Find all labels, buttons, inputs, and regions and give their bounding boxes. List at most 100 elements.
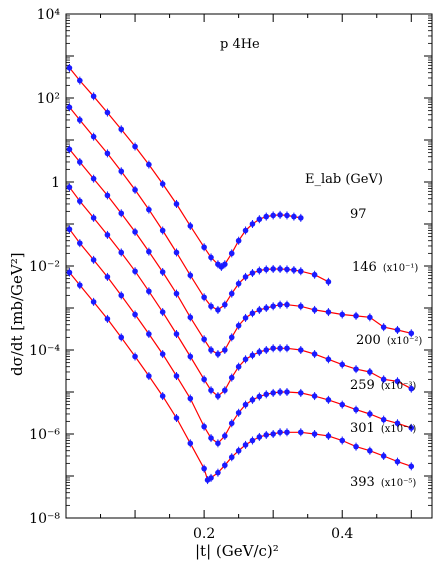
data-point (77, 198, 83, 204)
data-point (270, 431, 276, 437)
data-point (325, 356, 332, 363)
data-point (215, 351, 221, 357)
data-point (339, 437, 346, 444)
series-label-393: 393 (x10⁻⁵) (350, 475, 416, 490)
data-point (173, 373, 180, 379)
x-axis-title: |t| (GeV/c)² (195, 542, 279, 560)
data-point (159, 309, 166, 315)
data-point (325, 397, 332, 403)
data-point (394, 327, 401, 333)
data-point (242, 227, 249, 234)
data-point (159, 351, 166, 357)
data-point (263, 266, 270, 273)
data-point (146, 331, 152, 337)
data-point (284, 212, 290, 219)
data-point (297, 429, 304, 436)
data-point (118, 168, 125, 175)
data-point (77, 159, 83, 165)
data-point (146, 288, 152, 295)
data-point (208, 254, 214, 261)
data-point (277, 389, 283, 395)
data-point (297, 347, 304, 353)
data-point (353, 366, 359, 372)
series-scale: (x10⁻³) (381, 381, 417, 392)
data-point (228, 454, 235, 461)
data-point (249, 221, 256, 227)
data-point (291, 267, 297, 273)
data-point (222, 433, 228, 439)
fit-curve-97 (69, 67, 301, 268)
data-point (339, 401, 346, 408)
data-point (90, 299, 97, 305)
series-labels: 97 146 (x10⁻¹) 200 (x10⁻²) 259 (x10⁻³) 301 (x10⁻… (350, 207, 422, 490)
data-point (187, 440, 194, 447)
data-point (311, 271, 318, 278)
data-point (235, 322, 242, 329)
data-point (256, 393, 263, 400)
data-point (201, 336, 207, 343)
data-point (90, 93, 97, 100)
data-point (394, 378, 401, 385)
data-point (146, 206, 152, 213)
data-point (66, 226, 73, 233)
data-point (284, 389, 290, 395)
data-point (380, 453, 387, 459)
axis-labels: 10⁻⁸ 10⁻⁶ 10⁻⁴ 10⁻² 1 10² 10⁴ 0.2 0.4 (29, 7, 353, 542)
y-tick-label: 10⁻⁶ (29, 427, 60, 443)
data-point (249, 270, 256, 276)
data-point (263, 305, 270, 311)
data-point (77, 117, 83, 123)
data-point (187, 395, 194, 402)
series-scale: (x10⁻¹) (383, 263, 419, 274)
data-point (311, 431, 318, 437)
data-point (201, 465, 207, 472)
data-point (263, 432, 270, 438)
data-point (277, 345, 283, 352)
data-point (235, 237, 242, 244)
data-point (173, 249, 180, 256)
data-point (228, 250, 235, 257)
data-point (339, 361, 346, 368)
data-point (187, 223, 194, 229)
data-point (118, 292, 125, 299)
data-point (159, 393, 166, 399)
data-point (325, 309, 332, 315)
data-point (394, 420, 401, 427)
data-point (270, 345, 276, 352)
data-point (277, 266, 283, 272)
data-point (270, 303, 276, 310)
series-scale: (x10⁻⁵) (381, 478, 417, 489)
data-point (104, 192, 111, 199)
data-point (263, 391, 270, 398)
data-point (228, 290, 235, 297)
y-tick-label: 10² (37, 91, 60, 107)
y-tick-label: 10⁻⁸ (29, 511, 60, 527)
data-point (146, 161, 152, 168)
data-point (242, 315, 249, 321)
data-point (311, 307, 318, 313)
data-point (353, 443, 359, 450)
data-point (408, 385, 415, 392)
data-point (77, 77, 83, 84)
series-scale: (x10⁻⁴) (381, 424, 417, 435)
data-point (228, 374, 235, 381)
data-point (284, 345, 290, 352)
data-point (325, 433, 332, 439)
data-point (215, 440, 221, 447)
series-label-259: 259 (x10⁻³) (350, 378, 416, 393)
data-point (173, 290, 180, 297)
data-point (249, 397, 256, 403)
data-point (201, 376, 207, 383)
data-point (408, 463, 415, 470)
x-tick-label: 0.2 (193, 526, 215, 542)
data-point (66, 146, 73, 153)
data-point (222, 462, 228, 469)
data-point (311, 393, 318, 399)
data-point (201, 294, 207, 301)
axis-ticks (66, 13, 432, 519)
data-point (159, 269, 166, 275)
data-points (66, 63, 415, 485)
data-point (256, 267, 263, 274)
data-point (408, 330, 415, 337)
